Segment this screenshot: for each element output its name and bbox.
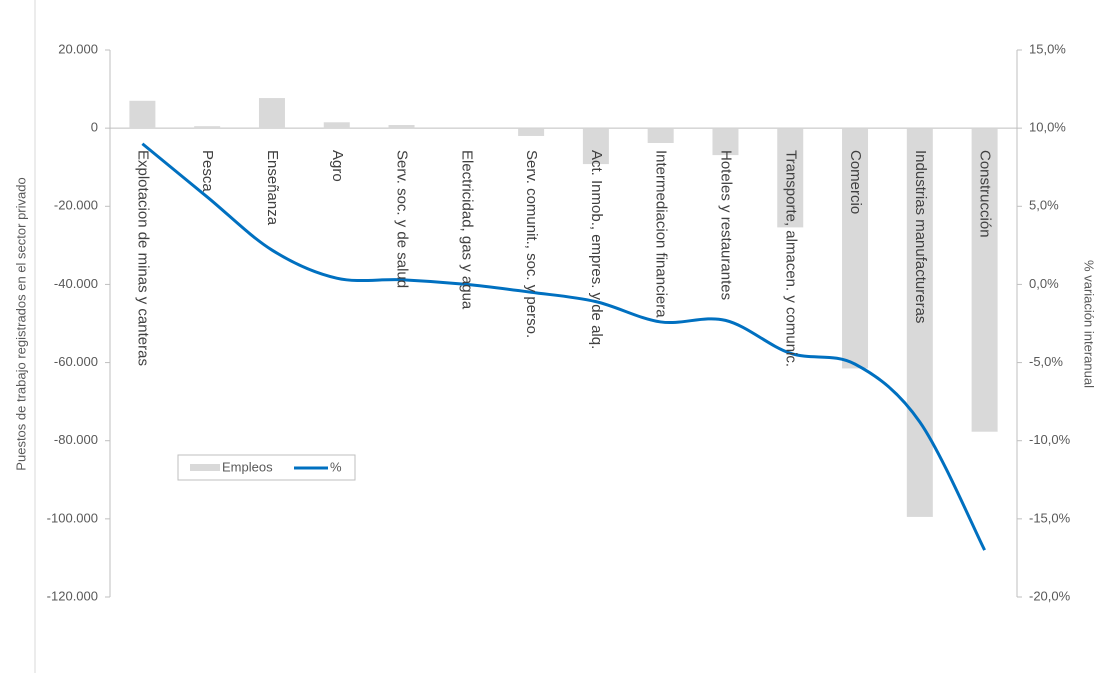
bar (777, 128, 804, 228)
y-tick-label: -20.000 (54, 198, 98, 213)
x-tick-label: Enseñanza (264, 150, 281, 226)
x-tick-label: Comercio (847, 150, 864, 214)
bar (647, 128, 674, 143)
legend-label: Empleos (222, 459, 273, 474)
x-tick-label: Electricidad, gas y agua (458, 150, 475, 310)
bar (388, 125, 415, 129)
bar (258, 98, 285, 129)
y2-tick-label: 10,0% (1029, 120, 1066, 135)
y2-tick-label: 15,0% (1029, 41, 1066, 56)
y2-tick-label: -10,0% (1029, 432, 1071, 447)
legend-label: % (330, 459, 342, 474)
x-tick-label: Construcción (977, 150, 994, 238)
chart-frame (34, 0, 36, 673)
x-tick-label: Explotacion de minas y canteras (134, 150, 151, 366)
y-tick-label: -60.000 (54, 354, 98, 369)
y2-tick-label: 5,0% (1029, 198, 1059, 213)
y2-axis-label: % variación interanual (1082, 260, 1094, 388)
x-tick-label: Hoteles y restaurantes (717, 150, 734, 300)
legend-swatch (190, 464, 220, 471)
x-tick-label: Intermediacion financiera (653, 150, 670, 318)
y2-tick-label: -5,0% (1029, 354, 1063, 369)
bar (971, 128, 998, 432)
x-tick-label: Transporte, almacen. y comunic. (782, 150, 799, 367)
y-tick-label: -80.000 (54, 432, 98, 447)
bar (129, 100, 156, 129)
x-tick-label: Pesca (199, 150, 216, 192)
x-tick-label: Serv. comunit., soc. y perso. (523, 150, 540, 338)
bar (323, 122, 350, 129)
bar (712, 128, 739, 156)
line (141, 142, 986, 551)
bar (906, 128, 933, 517)
y-tick-label: 20.000 (58, 41, 98, 56)
y-axis-label: Puestos de trabajo registrados en el sec… (13, 177, 28, 470)
bar (194, 126, 221, 129)
x-tick-label: Industrias manufactureras (912, 150, 929, 323)
x-tick-label: Agro (329, 150, 346, 182)
y2-tick-label: 0,0% (1029, 276, 1059, 291)
x-tick-label: Act. Inmob., empres. y de alq. (588, 150, 605, 349)
y-tick-label: -40.000 (54, 276, 98, 291)
y-tick-label: 0 (91, 120, 98, 135)
bar (518, 128, 545, 136)
y-tick-label: -120.000 (47, 588, 98, 603)
y2-tick-label: -20,0% (1029, 588, 1071, 603)
bar (582, 128, 609, 165)
bar (842, 128, 869, 369)
x-tick-label: Serv. soc. y de salud (394, 150, 411, 288)
y2-tick-label: -15,0% (1029, 510, 1071, 525)
y-tick-label: -100.000 (47, 510, 98, 525)
